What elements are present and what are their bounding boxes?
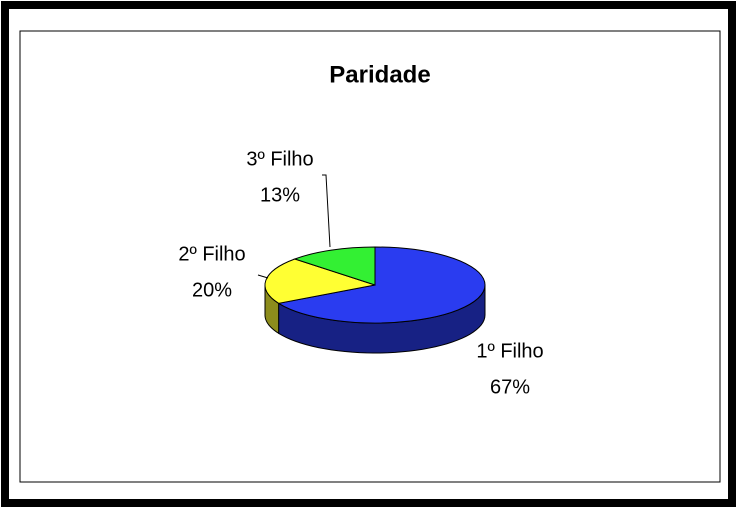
pie-slice	[264, 258, 376, 304]
data-label-name: 2º Filho	[178, 243, 245, 265]
data-label-value: 67%	[490, 376, 530, 398]
leader-line	[322, 174, 331, 248]
data-label-name: 1º Filho	[476, 340, 543, 362]
chart-title: Paridade	[329, 61, 430, 88]
data-label-name: 3º Filho	[246, 148, 313, 170]
pie-slice	[293, 246, 376, 286]
data-label-value: 20%	[192, 279, 232, 301]
leader-line	[257, 274, 269, 279]
data-label-value: 13%	[260, 184, 300, 206]
pie-slice	[277, 246, 486, 324]
